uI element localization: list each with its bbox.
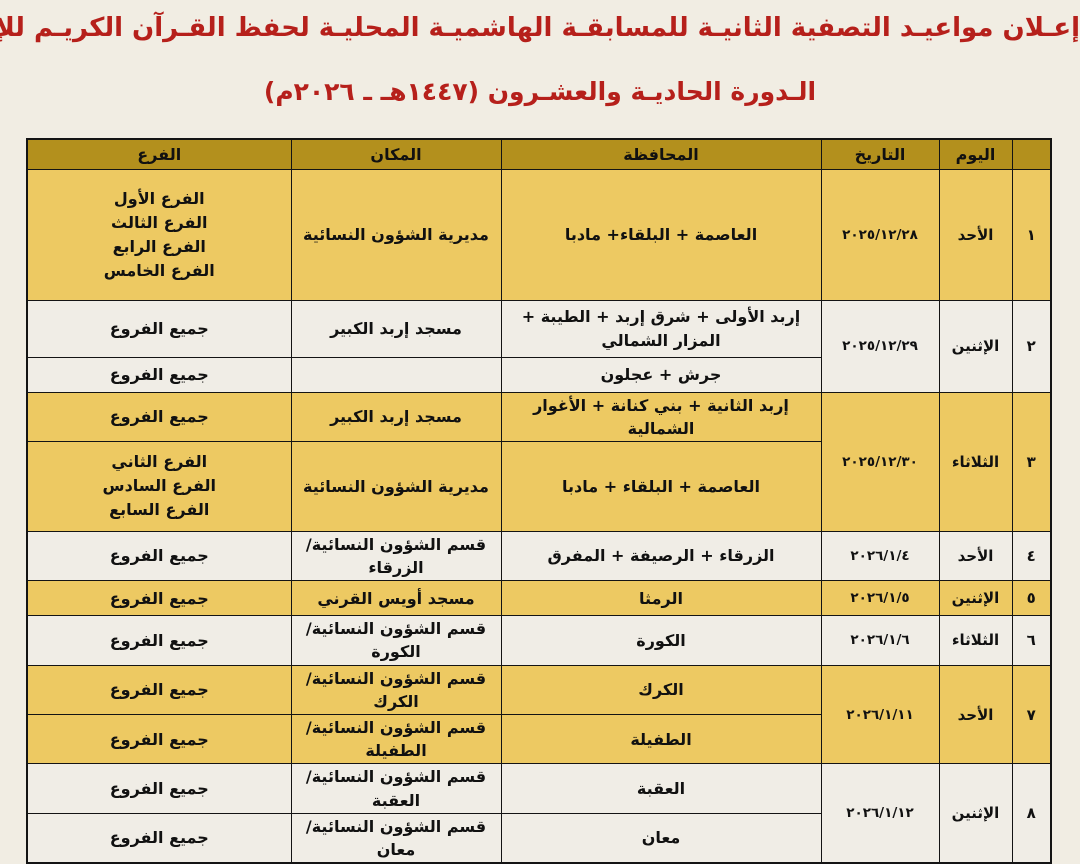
branch-item: الفرع الرابع — [112, 236, 206, 256]
cell-day: الإثنين — [938, 763, 1013, 864]
cell-governorate: الكورة — [500, 615, 822, 666]
cell-day: الإثنين — [938, 580, 1013, 617]
row-number: ١ — [1011, 168, 1052, 301]
cell-governorate: الرمثا — [500, 580, 822, 617]
schedule-table: اليوم التاريخ المحافظة المكان الفرع ١ ال… — [26, 138, 1052, 864]
branch-item: الفرع السابع — [109, 500, 210, 520]
cell-place: قسم الشؤون النسائية/معان — [290, 812, 502, 864]
page-title: إعـلان مواعيـد التصفية الثانيـة للمسابقـ… — [0, 13, 1080, 43]
branch-item: الفرع الثالث — [111, 212, 208, 232]
cell-governorate: الكرك — [500, 664, 822, 716]
table-row: ٥ الإثنين ٢٠٢٦/١/٥ الرمثا مسجد أويس القر… — [26, 580, 1052, 617]
row-number: ٥ — [1011, 580, 1052, 617]
header-row: اليوم التاريخ المحافظة المكان الفرع — [26, 138, 1052, 170]
table-row: ٢ الإثنين ٢٠٢٥/١٢/٢٩ إربد الأولى + شرق إ… — [26, 299, 1052, 393]
cell-day: الأحد — [938, 168, 1013, 301]
cell-date: ٢٠٢٦/١/٤ — [820, 530, 940, 582]
cell-branch: جميع الفروع — [26, 356, 292, 393]
table-row: جرش + عجلون جميع الفروع — [26, 356, 1051, 393]
cell-date: ٢٠٢٥/١٢/٢٩ — [820, 299, 940, 393]
announcement-page: { "theme": { "page-bg": "#F1EDE3", "titl… — [0, 13, 1080, 864]
row-number: ٣ — [1011, 391, 1052, 532]
page-subtitle: الـدورة الحاديـة والعشـرون (١٤٤٧هـ ـ ٢٠٢… — [263, 77, 817, 106]
cell-date: ٢٠٢٥/١٢/٣٠ — [820, 391, 940, 532]
table-row: ٣ الثلاثاء ٢٠٢٥/١٢/٣٠ إربد الثانية + بني… — [26, 391, 1052, 532]
cell-governorate: العاصمة + البلقاء + مادبا — [500, 440, 822, 532]
cell-governorate: العاصمة + البلقاء+ مادبا — [500, 168, 822, 301]
table-row: ٤ الأحد ٢٠٢٦/١/٤ الزرقاء + الرصيفة + الم… — [26, 530, 1052, 582]
cell-governorate: الزرقاء + الرصيفة + المفرق — [500, 530, 822, 582]
cell-place: قسم الشؤون النسائية/الكورة — [290, 615, 502, 666]
cell-branch: الفرع الثاني الفرع السادس الفرع السابع — [26, 440, 292, 532]
branch-item: الفرع السادس — [102, 476, 217, 496]
cell-branch: جميع الفروع — [26, 580, 292, 617]
table-row: ٨ الإثنين ٢٠٢٦/١/١٢ العقبة قسم الشؤون ال… — [26, 763, 1052, 864]
cell-date: ٢٠٢٦/١/١٢ — [820, 763, 940, 864]
cell-governorate: إربد الأولى + شرق إربد + الطيبة + المزار… — [500, 299, 822, 358]
cell-branch: جميع الفروع — [26, 299, 292, 358]
row-number: ٨ — [1011, 763, 1052, 864]
row-number: ٧ — [1011, 664, 1052, 765]
header-date: التاريخ — [820, 138, 940, 170]
header-place: المكان — [290, 138, 502, 170]
cell-day: الأحد — [938, 664, 1013, 765]
cell-branch: جميع الفروع — [26, 763, 292, 814]
cell-governorate: جرش + عجلون — [500, 356, 822, 393]
cell-branch: الفرع الأول الفرع الثالث الفرع الرابع ال… — [26, 168, 292, 301]
branch-item: الفرع الثاني — [111, 452, 208, 472]
cell-governorate: العقبة — [500, 763, 822, 814]
cell-governorate: إربد الثانية + بني كنانة + الأغوار الشما… — [500, 391, 822, 442]
cell-governorate: معان — [500, 812, 822, 864]
row-number: ٢ — [1011, 299, 1052, 393]
cell-place: قسم الشؤون النسائية/الكرك — [290, 664, 502, 716]
cell-date: ٢٠٢٦/١/٦ — [820, 615, 940, 666]
cell-place: قسم الشؤون النسائية/الزرقاء — [290, 530, 502, 582]
cell-day: الثلاثاء — [938, 391, 1013, 532]
cell-branch: جميع الفروع — [26, 615, 292, 666]
cell-place: مسجد أويس القرني — [290, 580, 502, 617]
cell-place: قسم الشؤون النسائية/الطفيلة — [290, 713, 502, 765]
cell-place: قسم الشؤون النسائية/العقبة — [290, 763, 502, 814]
cell-place: مسجد إربد الكبير — [290, 299, 502, 358]
branch-item: الفرع الخامس — [103, 260, 215, 280]
cell-day: الأحد — [938, 530, 1013, 582]
table-row: ٦ الثلاثاء ٢٠٢٦/١/٦ الكورة قسم الشؤون ال… — [26, 615, 1052, 666]
header-day: اليوم — [938, 138, 1013, 170]
cell-date: ٢٠٢٦/١/١١ — [820, 664, 940, 765]
branch-item: الفرع الأول — [113, 188, 205, 208]
cell-date: ٢٠٢٥/١٢/٢٨ — [820, 168, 940, 301]
row-number: ٦ — [1011, 615, 1052, 666]
table-row: ١ الأحد ٢٠٢٥/١٢/٢٨ العاصمة + البلقاء+ ما… — [26, 168, 1052, 301]
header-index — [1011, 138, 1052, 170]
cell-place — [290, 356, 502, 393]
table-row: ٧ الأحد ٢٠٢٦/١/١١ الكرك قسم الشؤون النسا… — [26, 664, 1052, 765]
cell-branch: جميع الفروع — [26, 530, 292, 582]
cell-branch: جميع الفروع — [26, 391, 292, 442]
header-governorate: المحافظة — [500, 138, 822, 170]
cell-place: مسجد إربد الكبير — [290, 391, 502, 442]
cell-place: مديرية الشؤون النسائية — [290, 168, 502, 301]
cell-day: الثلاثاء — [938, 615, 1013, 666]
cell-branch: جميع الفروع — [26, 664, 292, 716]
cell-date: ٢٠٢٦/١/٥ — [820, 580, 940, 617]
cell-day: الإثنين — [938, 299, 1013, 393]
cell-branch: جميع الفروع — [26, 812, 292, 864]
cell-governorate: الطفيلة — [500, 713, 822, 765]
table-row: العاصمة + البلقاء + مادبا مديرية الشؤون … — [26, 440, 1051, 532]
header-branch: الفرع — [26, 138, 292, 170]
cell-place: مديرية الشؤون النسائية — [290, 440, 502, 532]
table-row: الطفيلة قسم الشؤون النسائية/الطفيلة جميع… — [26, 713, 1051, 765]
cell-branch: جميع الفروع — [26, 713, 292, 765]
row-number: ٤ — [1011, 530, 1052, 582]
